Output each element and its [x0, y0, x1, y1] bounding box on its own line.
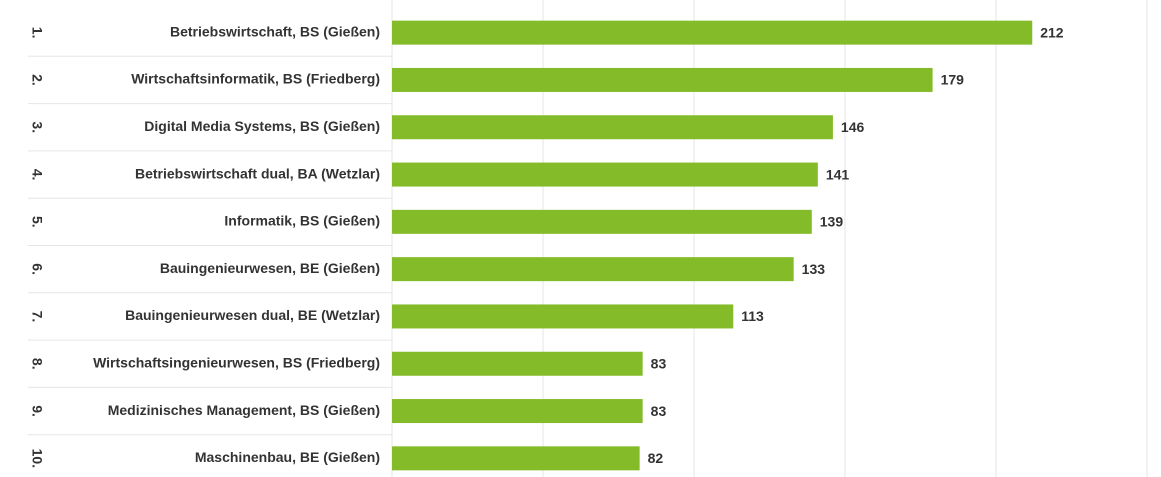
- bar: [392, 115, 833, 140]
- value-label: 141: [826, 166, 850, 182]
- value-label: 146: [841, 119, 865, 135]
- category-label: Wirtschaftsingenieurwesen, BS (Friedberg…: [93, 354, 380, 370]
- category-label: Wirtschaftsinformatik, BS (Friedberg): [131, 71, 380, 87]
- bar: [392, 162, 818, 187]
- category-label: Betriebswirtschaft dual, BA (Wetzlar): [135, 165, 380, 181]
- rank-label: 9.: [29, 405, 45, 417]
- category-label: Betriebswirtschaft, BS (Gießen): [170, 23, 380, 39]
- category-label: Bauingenieurwesen dual, BE (Wetzlar): [125, 307, 380, 323]
- rank-label: 5.: [29, 216, 45, 228]
- rank-label: 4.: [29, 169, 45, 181]
- value-label: 212: [1040, 24, 1064, 40]
- value-label: 82: [648, 450, 664, 466]
- bar: [392, 209, 812, 234]
- rank-label: 10.: [29, 449, 45, 468]
- value-label: 139: [820, 214, 844, 230]
- category-label: Digital Media Systems, BS (Gießen): [144, 118, 380, 134]
- value-label: 83: [651, 403, 667, 419]
- bar: [392, 399, 643, 424]
- bar: [392, 257, 794, 282]
- value-label: 83: [651, 355, 667, 371]
- category-label: Informatik, BS (Gießen): [224, 213, 380, 229]
- value-label: 133: [802, 261, 826, 277]
- category-label: Maschinenbau, BE (Gießen): [195, 449, 380, 465]
- rank-label: 3.: [29, 121, 45, 133]
- category-label: Medizinisches Management, BS (Gießen): [108, 402, 380, 418]
- rank-label: 1.: [29, 27, 45, 39]
- rank-label: 8.: [29, 358, 45, 370]
- bar: [392, 67, 933, 92]
- value-label: 113: [741, 308, 764, 324]
- bar: [392, 304, 734, 329]
- bar: [392, 351, 643, 376]
- category-label: Bauingenieurwesen, BE (Gießen): [160, 260, 380, 276]
- bar: [392, 20, 1033, 45]
- value-label: 179: [941, 72, 965, 88]
- rank-label: 7.: [29, 311, 45, 323]
- rank-label: 2.: [29, 74, 45, 86]
- bar: [392, 446, 640, 471]
- rank-label: 6.: [29, 263, 45, 275]
